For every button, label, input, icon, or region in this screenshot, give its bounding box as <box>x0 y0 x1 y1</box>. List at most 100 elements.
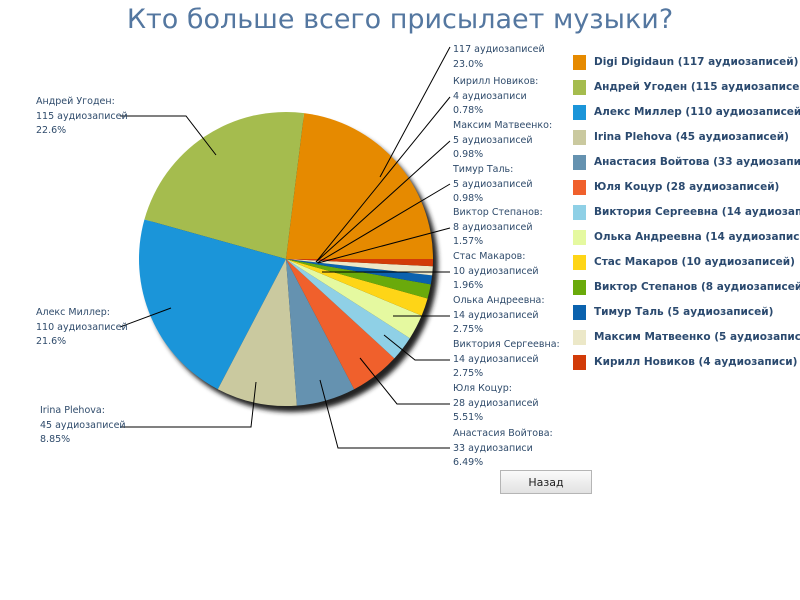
slice-label-label-name: Юля Коцур: <box>453 383 512 394</box>
pie-slice-5[interactable] <box>286 259 395 390</box>
slice-label-label-name: Виктор Степанов: <box>453 207 543 218</box>
slice-label: Алекс Миллер: 110 аудиозаписей 21.6% <box>36 306 128 350</box>
legend-item[interactable]: Алекс Миллер (110 аудиозаписей) <box>573 104 800 120</box>
legend-label: Виктория Сергеевна (14 аудиозаписей <box>594 206 800 218</box>
slice-label-percent: 2.75% <box>453 324 484 336</box>
pie-slice-12[interactable] <box>286 259 433 267</box>
slice-label: Irina Plehova: 45 аудиозаписей 8.85% <box>40 404 126 448</box>
back-button[interactable]: Назад <box>500 470 592 494</box>
legend-label: Юля Коцур (28 аудиозаписей) <box>594 181 780 193</box>
slice-label: Виктория Сергеевна: 14 аудиозаписей 2.75% <box>453 338 560 382</box>
slice-label-percent: 5.51% <box>453 412 484 424</box>
legend-label: Максим Матвеенко (5 аудиозаписей) <box>594 331 800 343</box>
legend-swatch <box>573 104 586 120</box>
legend-item[interactable]: Андрей Угоден (115 аудиозаписей) <box>573 79 800 95</box>
leader-line-1 <box>120 115 217 156</box>
slice-label-percent: 6.49% <box>453 457 484 469</box>
legend-swatch <box>573 254 586 270</box>
slice-label-label-name: Irina Plehova: <box>40 405 105 416</box>
legend-item[interactable]: Юля Коцур (28 аудиозаписей) <box>573 179 779 195</box>
leader-line-2 <box>119 307 172 328</box>
legend-swatch <box>573 179 586 195</box>
slice-label-count-text: 8 аудиозаписей <box>453 221 533 233</box>
leader-line-10 <box>316 183 451 264</box>
pie-slice-0[interactable] <box>286 113 433 260</box>
slice-label-label-name: Олька Андреевна: <box>453 295 545 306</box>
slice-label-label-name: Стас Макаров: <box>453 251 526 262</box>
legend-label: Алекс Миллер (110 аудиозаписей) <box>594 106 800 118</box>
legend-label: Irina Plehova (45 аудиозаписей) <box>594 131 789 143</box>
legend-swatch <box>573 154 586 170</box>
slice-label-count-text: 33 аудиозаписи <box>453 442 533 454</box>
legend-item[interactable]: Кирилл Новиков (4 аудиозаписи) <box>573 354 797 370</box>
pie-slice-11[interactable] <box>286 259 433 276</box>
legend-item[interactable]: Олька Андреевна (14 аудиозаписей) <box>573 229 800 245</box>
slice-label-count-text: 28 аудиозаписей <box>453 397 539 409</box>
pie-slice-3[interactable] <box>217 259 297 406</box>
legend-swatch <box>573 129 586 145</box>
legend-swatch <box>573 54 586 70</box>
legend-item[interactable]: Анастасия Войтова (33 аудиозаписи) <box>573 154 800 170</box>
slice-label-label-name: Виктория Сергеевна: <box>453 339 560 350</box>
slice-label-percent: 0.78% <box>453 105 484 117</box>
legend-item[interactable]: Digi Digidaun (117 аудиозаписей) <box>573 54 798 70</box>
legend-label: Digi Digidaun (117 аудиозаписей) <box>594 56 799 68</box>
legend-swatch <box>573 79 586 95</box>
legend-item[interactable]: Тимур Таль (5 аудиозаписей) <box>573 304 773 320</box>
pie-slice-8[interactable] <box>286 259 428 316</box>
legend-label: Тимур Таль (5 аудиозаписей) <box>594 306 774 318</box>
legend-label: Стас Макаров (10 аудиозаписей) <box>594 256 795 268</box>
legend-swatch <box>573 204 586 220</box>
chart-title: Кто больше всего присылает музыки? <box>126 4 674 35</box>
slice-label-percent: 0.98% <box>453 193 484 205</box>
slice-label: Олька Андреевна: 14 аудиозаписей 2.75% <box>453 294 545 338</box>
slice-label-percent: 1.96% <box>453 280 484 292</box>
leader-line-6 <box>383 334 450 361</box>
legend-item[interactable]: Irina Plehova (45 аудиозаписей) <box>573 129 789 145</box>
slice-label-percent: 0.98% <box>453 149 484 161</box>
legend-swatch <box>573 329 586 345</box>
slice-label-count-text: 14 аудиозаписей <box>453 309 539 321</box>
leader-line-3 <box>120 381 257 428</box>
legend-item[interactable]: Виктория Сергеевна (14 аудиозаписей <box>573 204 800 220</box>
slice-label-count-text: 5 аудиозаписей <box>453 178 533 190</box>
leader-line-9 <box>317 227 451 264</box>
pie-slice-6[interactable] <box>286 259 410 359</box>
slice-label: Анастасия Войтова: 33 аудиозаписи 6.49% <box>453 427 553 471</box>
slice-label-count-text: 115 аудиозаписей <box>36 110 128 122</box>
slice-label-percent: 23.0% <box>453 58 484 70</box>
slice-label: Стас Макаров: 10 аудиозаписей 1.96% <box>453 250 539 294</box>
slice-label-label-name: Тимур Таль: <box>453 164 514 175</box>
slice-label: Кирилл Новиков: 4 аудиозаписи 0.78% <box>453 75 538 119</box>
slice-label-label-name: Алекс Миллер: <box>36 307 110 318</box>
slice-label-percent: 1.57% <box>453 236 484 248</box>
slice-label-percent: 21.6% <box>36 336 67 348</box>
slice-label-label-name: Максим Матвеенко: <box>453 120 553 131</box>
pie-slice-7[interactable] <box>286 259 422 339</box>
slice-label-percent: 8.85% <box>40 434 71 446</box>
leader-line-0 <box>379 46 451 178</box>
pie-slice-2[interactable] <box>139 219 286 390</box>
leader-line-11 <box>315 140 451 263</box>
legend-item[interactable]: Стас Макаров (10 аудиозаписей) <box>573 254 795 270</box>
legend-label: Андрей Угоден (115 аудиозаписей) <box>594 81 800 93</box>
slice-label-count-text: 14 аудиозаписей <box>453 353 539 365</box>
pie-slice-4[interactable] <box>286 259 355 406</box>
legend-swatch <box>573 229 586 245</box>
pie-slice-1[interactable] <box>144 112 305 259</box>
legend-label: Кирилл Новиков (4 аудиозаписи) <box>594 356 798 368</box>
slice-label-count-text: 5 аудиозаписей <box>453 134 533 146</box>
legend-item[interactable]: Максим Матвеенко (5 аудиозаписей) <box>573 329 800 345</box>
slice-label: Андрей Угоден: 115 аудиозаписей 22.6% <box>36 95 128 139</box>
slice-label: Виктор Степанов: 8 аудиозаписей 1.57% <box>453 206 543 250</box>
slice-label: Максим Матвеенко: 5 аудиозаписей 0.98% <box>453 119 552 163</box>
pie-slice-9[interactable] <box>286 259 431 299</box>
slice-label-count-text: 117 аудиозаписей <box>453 44 545 55</box>
slice-label-count-text: 110 аудиозаписей <box>36 321 128 333</box>
legend-label: Виктор Степанов (8 аудиозаписей) <box>594 281 800 293</box>
legend-label: Олька Андреевна (14 аудиозаписей) <box>594 231 800 243</box>
slice-label-percent: 2.75% <box>453 368 484 380</box>
legend-item[interactable]: Виктор Степанов (8 аудиозаписей) <box>573 279 800 295</box>
slice-label-count-text: 10 аудиозаписей <box>453 265 539 277</box>
